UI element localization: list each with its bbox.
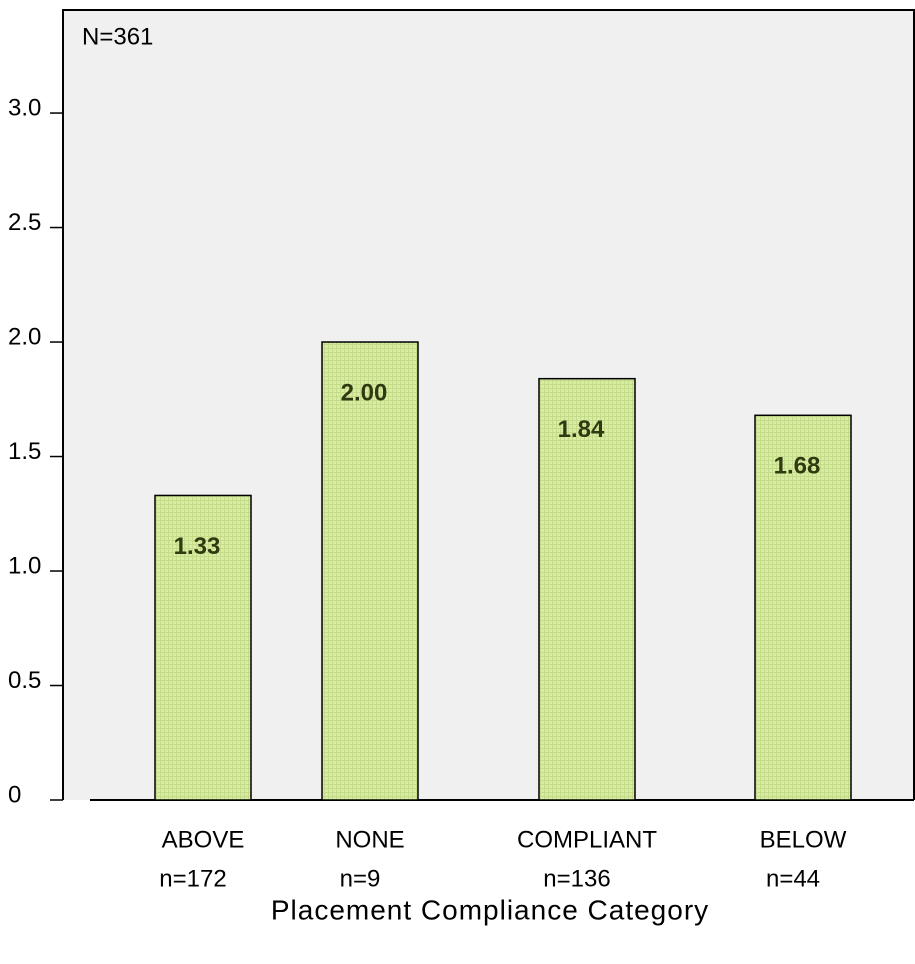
bar <box>538 377 636 801</box>
annotation: N=361 <box>82 23 153 50</box>
x-axis-title: Placement Compliance Category <box>271 894 709 925</box>
bar <box>754 414 852 801</box>
y-tick-label: 3.0 <box>8 94 41 121</box>
x-tick-label: ABOVE <box>162 826 245 853</box>
plot-frame <box>62 9 915 800</box>
value-label: 2.00 <box>341 379 388 406</box>
y-tick-label: 2.0 <box>8 323 41 350</box>
value-label: 1.84 <box>558 416 605 443</box>
y-tick-label: 0.5 <box>8 667 41 694</box>
y-tick-label: 2.5 <box>8 209 41 236</box>
x-tick-sublabel: n=136 <box>543 865 610 892</box>
x-tick-label: BELOW <box>760 826 847 853</box>
x-tick-label: COMPLIANT <box>517 826 657 853</box>
y-tick-label: 1.5 <box>8 438 41 465</box>
x-tick-sublabel: n=9 <box>340 865 381 892</box>
y-tick-label: 0 <box>8 781 21 808</box>
x-tick-sublabel: n=44 <box>766 865 820 892</box>
x-tick-sublabel: n=172 <box>159 865 226 892</box>
bar <box>321 341 419 801</box>
value-label: 1.33 <box>174 533 221 560</box>
y-tick-label: 1.0 <box>8 552 41 579</box>
bar <box>154 494 252 801</box>
x-tick-label: NONE <box>335 826 404 853</box>
value-label: 1.68 <box>774 453 821 480</box>
